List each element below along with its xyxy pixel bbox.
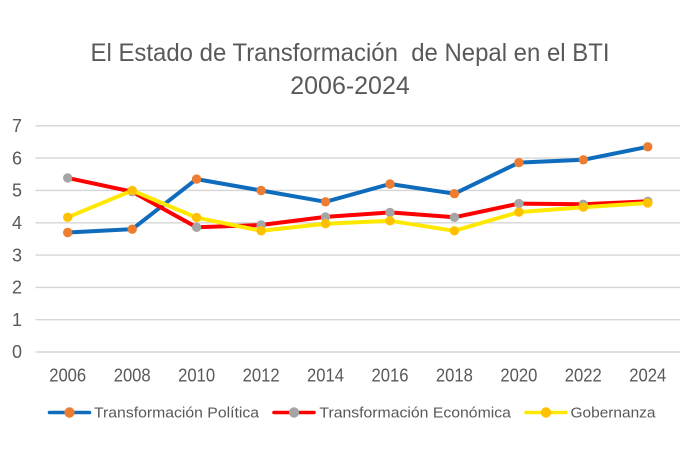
svg-text:2016: 2016: [372, 365, 409, 385]
svg-text:2014: 2014: [307, 365, 344, 385]
svg-text:0: 0: [12, 342, 22, 362]
svg-text:2018: 2018: [436, 365, 473, 385]
svg-text:7: 7: [12, 116, 22, 136]
svg-text:5: 5: [12, 181, 22, 201]
svg-text:2020: 2020: [500, 365, 537, 385]
svg-text:2006-2024: 2006-2024: [290, 73, 410, 100]
svg-text:3: 3: [12, 245, 22, 265]
svg-text:Transformación Económica: Transformación Económica: [319, 404, 511, 421]
svg-text:El Estado de Transformación d: El Estado de Transformación de Nepal en …: [91, 40, 610, 67]
svg-text:Gobernanza: Gobernanza: [571, 404, 657, 421]
svg-text:2008: 2008: [114, 365, 151, 385]
svg-text:2: 2: [12, 278, 22, 298]
svg-text:Transformación Política: Transformación Política: [94, 404, 260, 421]
svg-text:1: 1: [12, 310, 22, 330]
svg-text:2006: 2006: [49, 365, 86, 385]
svg-text:2012: 2012: [243, 365, 280, 385]
svg-text:2022: 2022: [565, 365, 602, 385]
svg-text:2024: 2024: [629, 365, 666, 385]
svg-text:4: 4: [12, 213, 22, 233]
svg-text:6: 6: [12, 148, 22, 168]
svg-text:2010: 2010: [178, 365, 215, 385]
